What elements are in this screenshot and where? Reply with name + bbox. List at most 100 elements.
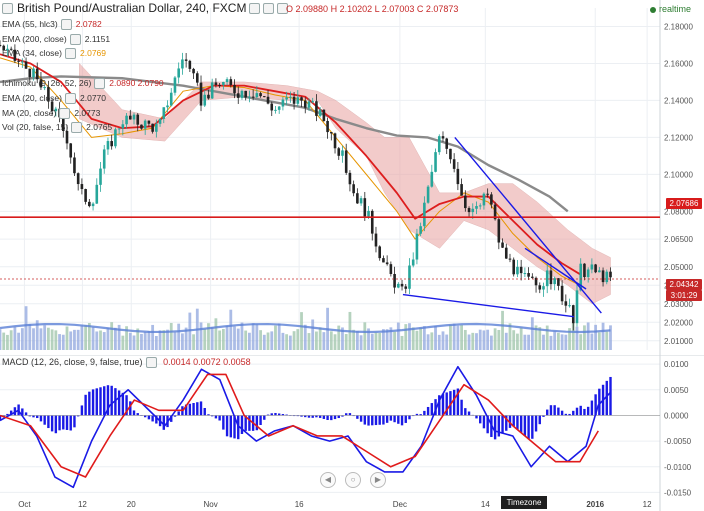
y-tick-label: 0.0000 bbox=[664, 411, 689, 420]
y-tick-label: 2.06500 bbox=[664, 235, 693, 244]
settings-icon[interactable] bbox=[263, 3, 275, 15]
price-chart[interactable]: 2.18000 2.16000 2.14000 2.12000 2.10000 2.080… bbox=[0, 0, 704, 355]
macd-histogram-bar bbox=[281, 414, 285, 416]
indicator-ma20[interactable]: MA (20, close) 2.0773 bbox=[2, 108, 101, 120]
indicator-ema55[interactable]: EMA (55, hlc3) 2.0782 bbox=[2, 19, 102, 31]
macd-histogram-bar bbox=[9, 410, 13, 416]
macd-values: 0.0014 0.0072 0.0058 bbox=[163, 357, 251, 367]
volume-bar bbox=[311, 319, 315, 350]
macd-histogram-bar bbox=[192, 402, 195, 416]
macd-histogram-bar bbox=[285, 414, 288, 416]
macd-histogram-bar bbox=[374, 415, 378, 426]
x-tick-label: 14 bbox=[481, 500, 490, 509]
volume-bar bbox=[20, 328, 24, 350]
candle-body bbox=[348, 172, 352, 185]
volume-bar bbox=[46, 327, 50, 350]
macd-histogram-bar bbox=[62, 415, 65, 430]
macd-settings-icon[interactable] bbox=[145, 357, 157, 369]
candle-body bbox=[281, 99, 285, 107]
scroll-right-icon[interactable]: ▶ bbox=[370, 472, 386, 488]
collapse-icon[interactable] bbox=[2, 3, 13, 15]
macd-histogram-bar bbox=[266, 414, 270, 416]
candle-body bbox=[140, 124, 143, 129]
volume-bar bbox=[530, 317, 534, 350]
macd-histogram-bar bbox=[21, 408, 24, 416]
volume-bar bbox=[169, 322, 173, 350]
macd-histogram-bar bbox=[173, 415, 177, 417]
volume-bar bbox=[177, 323, 181, 350]
candle-body bbox=[605, 271, 609, 283]
volume-bar bbox=[437, 334, 441, 350]
candle-body bbox=[359, 198, 363, 204]
indicator-ema34[interactable]: EMA (34, close) 2.0769 bbox=[2, 48, 106, 60]
indicator-volume[interactable]: Vol (20, false, 15) 2.0765 bbox=[2, 122, 113, 134]
macd-histogram-bar bbox=[0, 415, 2, 421]
candle-body bbox=[452, 159, 456, 169]
candle-body bbox=[490, 194, 493, 205]
candle-body bbox=[393, 273, 396, 288]
volume-bar bbox=[564, 334, 568, 350]
macd-histogram-bar bbox=[210, 415, 214, 417]
macd-histogram-bar bbox=[199, 401, 203, 416]
volume-bar bbox=[322, 332, 326, 350]
volume-bar bbox=[445, 334, 449, 350]
volume-bar bbox=[2, 332, 6, 350]
indicator-ichimoku[interactable]: Ichimoku (9, 26, 52, 26) 2.0890 2.0790 bbox=[2, 78, 164, 90]
indicator-ema20[interactable]: EMA (20, close) 2.0770 bbox=[2, 93, 106, 105]
volume-bar bbox=[508, 323, 512, 350]
candle-body bbox=[61, 117, 65, 131]
macd-histogram-bar bbox=[583, 408, 586, 416]
volume-bar bbox=[560, 334, 564, 350]
candle-body bbox=[147, 120, 151, 124]
macd-histogram-bar bbox=[222, 415, 225, 430]
candle-body bbox=[557, 278, 560, 286]
volume-bar bbox=[50, 329, 54, 350]
candle-body bbox=[601, 270, 605, 283]
visibility-icon[interactable] bbox=[249, 3, 261, 15]
candle-body bbox=[43, 87, 46, 89]
macd-chart[interactable]: 0.0100 0.0050 0.0000 -0.0050 -0.0100 -0.0150 O… bbox=[0, 355, 704, 511]
volume-bar bbox=[13, 326, 17, 350]
volume-bar bbox=[553, 331, 557, 350]
volume-bar bbox=[441, 331, 445, 350]
close-icon[interactable] bbox=[277, 3, 289, 15]
macd-histogram-bar bbox=[233, 415, 236, 439]
volume-bar bbox=[73, 329, 76, 350]
x-tick-label: 20 bbox=[127, 500, 136, 509]
volume-bar bbox=[184, 327, 188, 350]
volume-bar bbox=[244, 330, 248, 350]
candle-body bbox=[69, 143, 73, 158]
volume-bar bbox=[489, 335, 493, 350]
candle-body bbox=[571, 305, 575, 324]
candle-body bbox=[344, 150, 348, 173]
macd-histogram-bar bbox=[605, 380, 608, 416]
volume-bar bbox=[199, 322, 203, 350]
ohlc-low: L 2.07003 bbox=[374, 4, 415, 14]
macd-histogram-bar bbox=[527, 415, 530, 439]
candle-body bbox=[158, 118, 162, 124]
macd-histogram-bar bbox=[225, 415, 229, 437]
trendline bbox=[454, 136, 602, 314]
macd-histogram-bar bbox=[162, 415, 165, 430]
volume-bar bbox=[318, 327, 322, 350]
volume-bar bbox=[233, 326, 236, 350]
candle-body bbox=[177, 68, 180, 78]
candle-body bbox=[207, 94, 210, 99]
indicator-ema200[interactable]: EMA (200, close) 2.1151 bbox=[2, 34, 111, 46]
candle-body bbox=[542, 286, 545, 290]
volume-bar bbox=[147, 331, 151, 350]
zoom-reset-icon[interactable]: ○ bbox=[345, 472, 361, 488]
candle-body bbox=[188, 60, 192, 69]
macd-histogram-bar bbox=[408, 415, 411, 420]
candle-body bbox=[337, 148, 341, 156]
scroll-left-icon[interactable]: ◀ bbox=[320, 472, 336, 488]
candle-body bbox=[184, 59, 188, 61]
ohlc-open: O 2.09880 bbox=[286, 4, 329, 14]
volume-bar bbox=[408, 323, 411, 350]
indicator-value: 2.1151 bbox=[84, 34, 111, 44]
candle-body bbox=[441, 136, 445, 139]
timezone-button[interactable]: Timezone bbox=[501, 496, 547, 509]
volume-bar bbox=[504, 332, 508, 350]
macd-histogram-bar bbox=[590, 400, 594, 416]
x-tick-label: 12 bbox=[643, 500, 652, 509]
